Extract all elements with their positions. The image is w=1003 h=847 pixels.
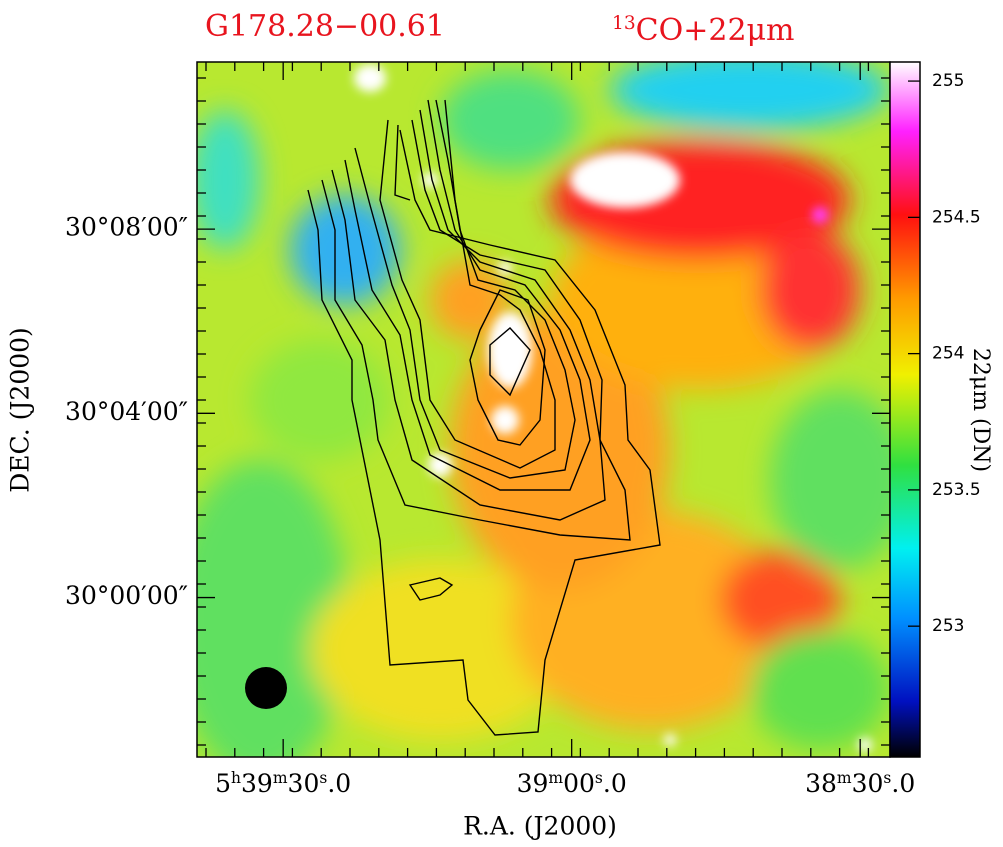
x-axis-label: R.A. (J2000) — [463, 812, 617, 841]
minor-ticks — [197, 62, 890, 757]
colorbar-label: 22μm (DN) — [968, 348, 993, 472]
sky-image — [197, 62, 890, 757]
colorbar — [889, 61, 921, 758]
contours — [307, 99, 661, 736]
y-tick-label: 30°08′00″ — [65, 213, 188, 242]
chart-title: G178.28−00.61 — [205, 9, 445, 44]
text-part: 39 — [517, 769, 549, 798]
y-tick-label: 30°04′00″ — [65, 397, 188, 426]
superscript: s — [883, 769, 891, 787]
x-tick-label: 38m30s.0 — [805, 769, 915, 798]
superscript: m — [548, 769, 563, 787]
colorbar-tick-label: 255 — [932, 71, 964, 91]
colorbar-tick-label: 254.5 — [932, 207, 981, 227]
text-part: 39 — [241, 769, 273, 798]
text-part: .0 — [327, 769, 351, 798]
superscript: s — [595, 769, 603, 787]
superscript: 13 — [612, 13, 636, 34]
beam — [245, 667, 287, 709]
y-tick-label: 30°00′00″ — [65, 581, 188, 610]
text-part: 38 — [805, 769, 837, 798]
x-tick-label: 5h39m30s.0 — [215, 769, 351, 798]
y-axis-label: DEC. (J2000) — [6, 327, 35, 493]
colorbar-tick-label: 253 — [932, 616, 964, 636]
chart-subtitle: 13CO+22μm — [612, 13, 794, 48]
superscript: m — [837, 769, 852, 787]
colorbar-tick-label: 254 — [932, 344, 964, 364]
text-part: .0 — [603, 769, 627, 798]
superscript: s — [319, 769, 327, 787]
text-part: 5 — [215, 769, 231, 798]
text-part: .0 — [891, 769, 915, 798]
superscript: m — [273, 769, 288, 787]
text-part: 30 — [288, 769, 320, 798]
superscript: h — [231, 769, 241, 787]
colorbar-tick-label: 253.5 — [932, 480, 981, 500]
text-part: 30 — [852, 769, 884, 798]
text-part: CO+22μm — [636, 13, 795, 48]
x-tick-label: 39m00s.0 — [517, 769, 627, 798]
text-part: 00 — [563, 769, 595, 798]
